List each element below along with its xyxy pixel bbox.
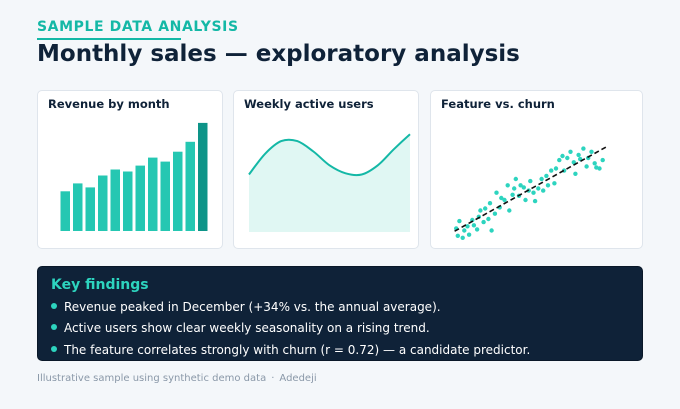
finding-text: The feature correlates strongly with chu… (64, 343, 531, 357)
scatter-point (471, 223, 477, 228)
scatter-point (487, 201, 493, 206)
finding-text: Revenue peaked in December (+34% vs. the… (64, 300, 441, 314)
scatter-point (510, 192, 515, 197)
finding-item: Revenue peaked in December (+34% vs. the… (51, 300, 441, 314)
revenue-bar (135, 165, 145, 231)
scatter-point (589, 149, 594, 154)
bullet-dot-icon (51, 324, 57, 330)
footer: Illustrative sample using synthetic demo… (37, 373, 317, 384)
scatter-point (466, 232, 472, 237)
revenue-bar (73, 183, 83, 231)
scatter-point (573, 171, 578, 176)
scatter-point (513, 176, 518, 182)
revenue-bar (85, 187, 95, 231)
scatter-point (460, 235, 465, 240)
scatter-point (521, 185, 526, 190)
scatter-point (483, 206, 488, 211)
scatter-point (541, 188, 546, 193)
footer-separator: · (271, 373, 275, 384)
key-findings-title: Key findings (51, 277, 149, 293)
finding-item: The feature correlates strongly with chu… (51, 343, 530, 357)
scatter-point (481, 219, 486, 225)
scatter-point (499, 195, 504, 201)
active-users-area (249, 134, 410, 232)
scatter-point (502, 197, 507, 203)
scatter-point (455, 233, 460, 238)
scatter-point (568, 149, 573, 154)
scatter-point (536, 186, 541, 191)
scatter-trendline (454, 145, 608, 232)
scatter-point (528, 178, 533, 184)
scatter-point (457, 218, 462, 224)
scatter-point (584, 164, 589, 169)
scatter-point (600, 157, 605, 163)
eyebrow-label: SAMPLE DATA ANALYSIS (37, 19, 239, 35)
feature-churn-chart-card: Feature vs. churn (430, 90, 643, 249)
scatter-point (565, 155, 570, 161)
bullet-dot-icon (51, 303, 57, 309)
revenue-bar (60, 191, 70, 231)
scatter-point (571, 160, 576, 165)
scatter-point (492, 211, 498, 216)
scatter-point (597, 166, 602, 171)
revenue-bar-chart (60, 122, 208, 231)
eyebrow-underline (37, 38, 181, 40)
feature-churn-chart-title: Feature vs. churn (441, 97, 555, 111)
key-findings-panel: Key findings Revenue peaked in December … (37, 266, 643, 361)
scatter-point (560, 153, 565, 159)
revenue-bar (98, 175, 108, 231)
active-users-area-chart (248, 133, 411, 232)
scatter-point (581, 146, 586, 151)
footer-note: Illustrative sample using synthetic demo… (37, 373, 267, 384)
active-users-chart-title: Weekly active users (244, 97, 374, 111)
scatter-point (557, 157, 562, 163)
scatter-point (552, 181, 557, 186)
revenue-bar (160, 161, 170, 231)
scatter-point (545, 183, 551, 188)
scatter-point (523, 197, 528, 203)
scatter-point (512, 186, 517, 191)
scatter-point (539, 176, 544, 182)
scatter-point (489, 228, 494, 233)
revenue-bar (123, 171, 133, 231)
scatter-point (465, 224, 470, 229)
revenue-chart-card: Revenue by month (37, 90, 223, 249)
scatter-point (494, 190, 499, 195)
scatter-point (518, 183, 523, 188)
scatter-point (576, 152, 581, 158)
finding-item: Active users show clear weekly seasonali… (51, 321, 430, 335)
bullet-dot-icon (51, 346, 57, 352)
scatter-point (592, 161, 597, 166)
feature-churn-scatter-chart (454, 145, 608, 240)
revenue-bar (198, 122, 208, 231)
active-users-line (248, 133, 411, 177)
active-users-chart-card: Weekly active users (233, 90, 419, 249)
scatter-point (507, 208, 512, 213)
revenue-bar (110, 169, 120, 231)
scatter-point (532, 198, 538, 204)
scatter-point (553, 166, 559, 171)
revenue-chart-title: Revenue by month (48, 97, 170, 111)
scatter-point (544, 173, 549, 179)
revenue-bar (173, 151, 183, 231)
scatter-point (505, 183, 510, 188)
scatter-point (531, 190, 536, 195)
finding-text: Active users show clear weekly seasonali… (64, 321, 430, 335)
footer-author: Adedeji (279, 373, 317, 384)
scatter-point (462, 228, 467, 233)
revenue-bar (185, 141, 195, 231)
scatter-point (549, 168, 554, 173)
revenue-bar (148, 157, 158, 231)
page-title: Monthly sales — exploratory analysis (37, 41, 520, 67)
scatter-point (486, 216, 491, 222)
scatter-point (478, 208, 483, 213)
scatter-point (474, 227, 480, 232)
